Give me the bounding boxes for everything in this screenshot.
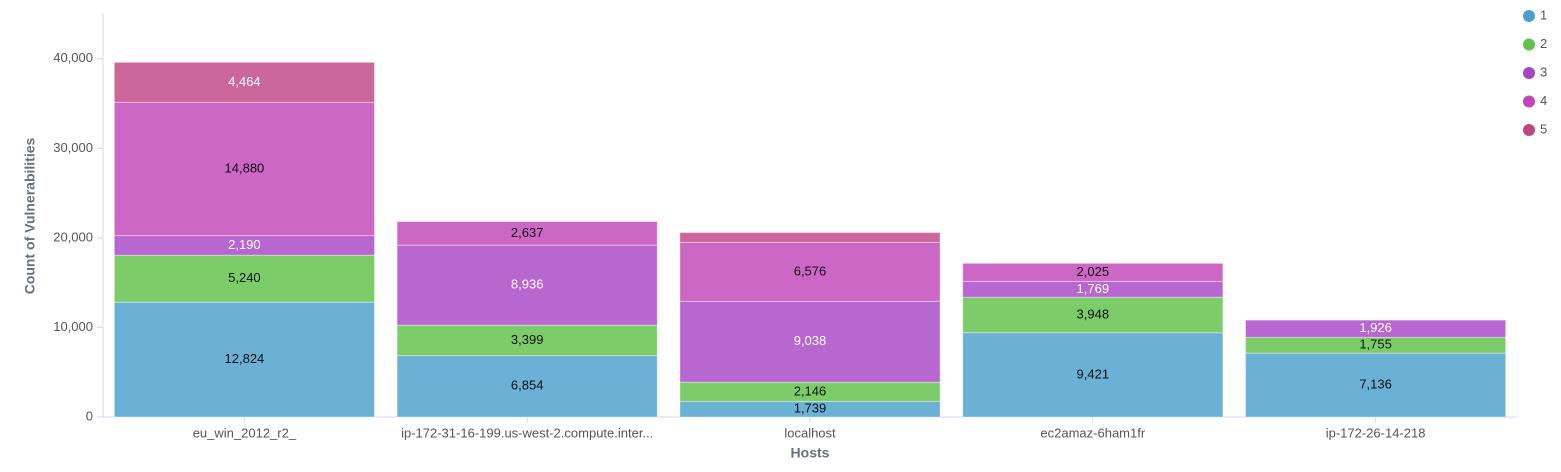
- x-tick-label: eu_win_2012_r2_: [193, 425, 297, 440]
- y-tick-label: 0: [86, 408, 93, 423]
- data-label: 8,936: [511, 277, 544, 292]
- data-label: 9,421: [1077, 366, 1110, 381]
- y-tick-label: 30,000: [53, 140, 93, 155]
- bar-segment: [396, 221, 658, 246]
- x-tick-label: ip-172-31-16-199.us-west-2.compute.inter…: [401, 425, 653, 440]
- data-label: 2,190: [228, 237, 261, 252]
- data-label: 1,769: [1077, 281, 1110, 296]
- legend-label: 3: [1540, 64, 1547, 79]
- bar-segment: [679, 241, 941, 302]
- data-label: 2,637: [511, 225, 544, 240]
- bar-segment: [962, 262, 1224, 282]
- bar-segment: [962, 332, 1224, 418]
- data-label: 7,136: [1359, 376, 1392, 391]
- data-label: 1,926: [1359, 320, 1392, 335]
- legend-label: 5: [1540, 121, 1547, 136]
- data-label: 4,464: [228, 74, 261, 89]
- x-tick-label: ec2amaz-6ham1fr: [1040, 425, 1145, 440]
- data-label: 1,739: [794, 401, 827, 416]
- data-label: 6,854: [511, 378, 544, 393]
- data-label: 14,880: [225, 160, 265, 175]
- data-label: 1,755: [1359, 337, 1392, 352]
- data-label: 9,038: [794, 333, 827, 348]
- y-tick-label: 20,000: [53, 229, 93, 244]
- bar-segment: [396, 355, 658, 418]
- bar-segment: [396, 244, 658, 326]
- data-label: 12,824: [225, 351, 265, 366]
- bar-segment: [113, 301, 375, 418]
- legend-label: 2: [1540, 36, 1547, 51]
- x-axis-title: Hosts: [791, 445, 830, 461]
- data-label: 3,948: [1077, 306, 1110, 321]
- legend-label: 1: [1540, 7, 1547, 22]
- legend-marker: [1523, 95, 1535, 108]
- y-tick-label: 10,000: [53, 319, 93, 334]
- data-label: 6,576: [794, 263, 827, 278]
- data-label: 3,399: [511, 332, 544, 347]
- x-tick-label: ip-172-26-14-218: [1326, 425, 1426, 440]
- legend-label: 4: [1540, 93, 1547, 108]
- data-label: 2,146: [794, 383, 827, 398]
- bar-segment: [396, 324, 658, 357]
- y-axis-title: Count of Vulnerabilities: [22, 137, 38, 294]
- data-label: 2,025: [1077, 264, 1110, 279]
- data-label: 5,240: [228, 270, 261, 285]
- legend-marker: [1523, 124, 1535, 136]
- y-tick-label: 40,000: [53, 50, 93, 65]
- bar-segment: [1245, 319, 1507, 338]
- x-tick-label: localhost: [784, 425, 836, 440]
- bar-segment: [113, 254, 375, 303]
- legend-marker: [1523, 67, 1535, 79]
- legend-marker: [1523, 10, 1535, 22]
- bar-segment: [113, 101, 375, 237]
- bar-segment: [113, 61, 375, 103]
- bar-segment: [679, 232, 941, 243]
- legend-marker: [1523, 38, 1535, 51]
- bar-segment: [1245, 352, 1507, 418]
